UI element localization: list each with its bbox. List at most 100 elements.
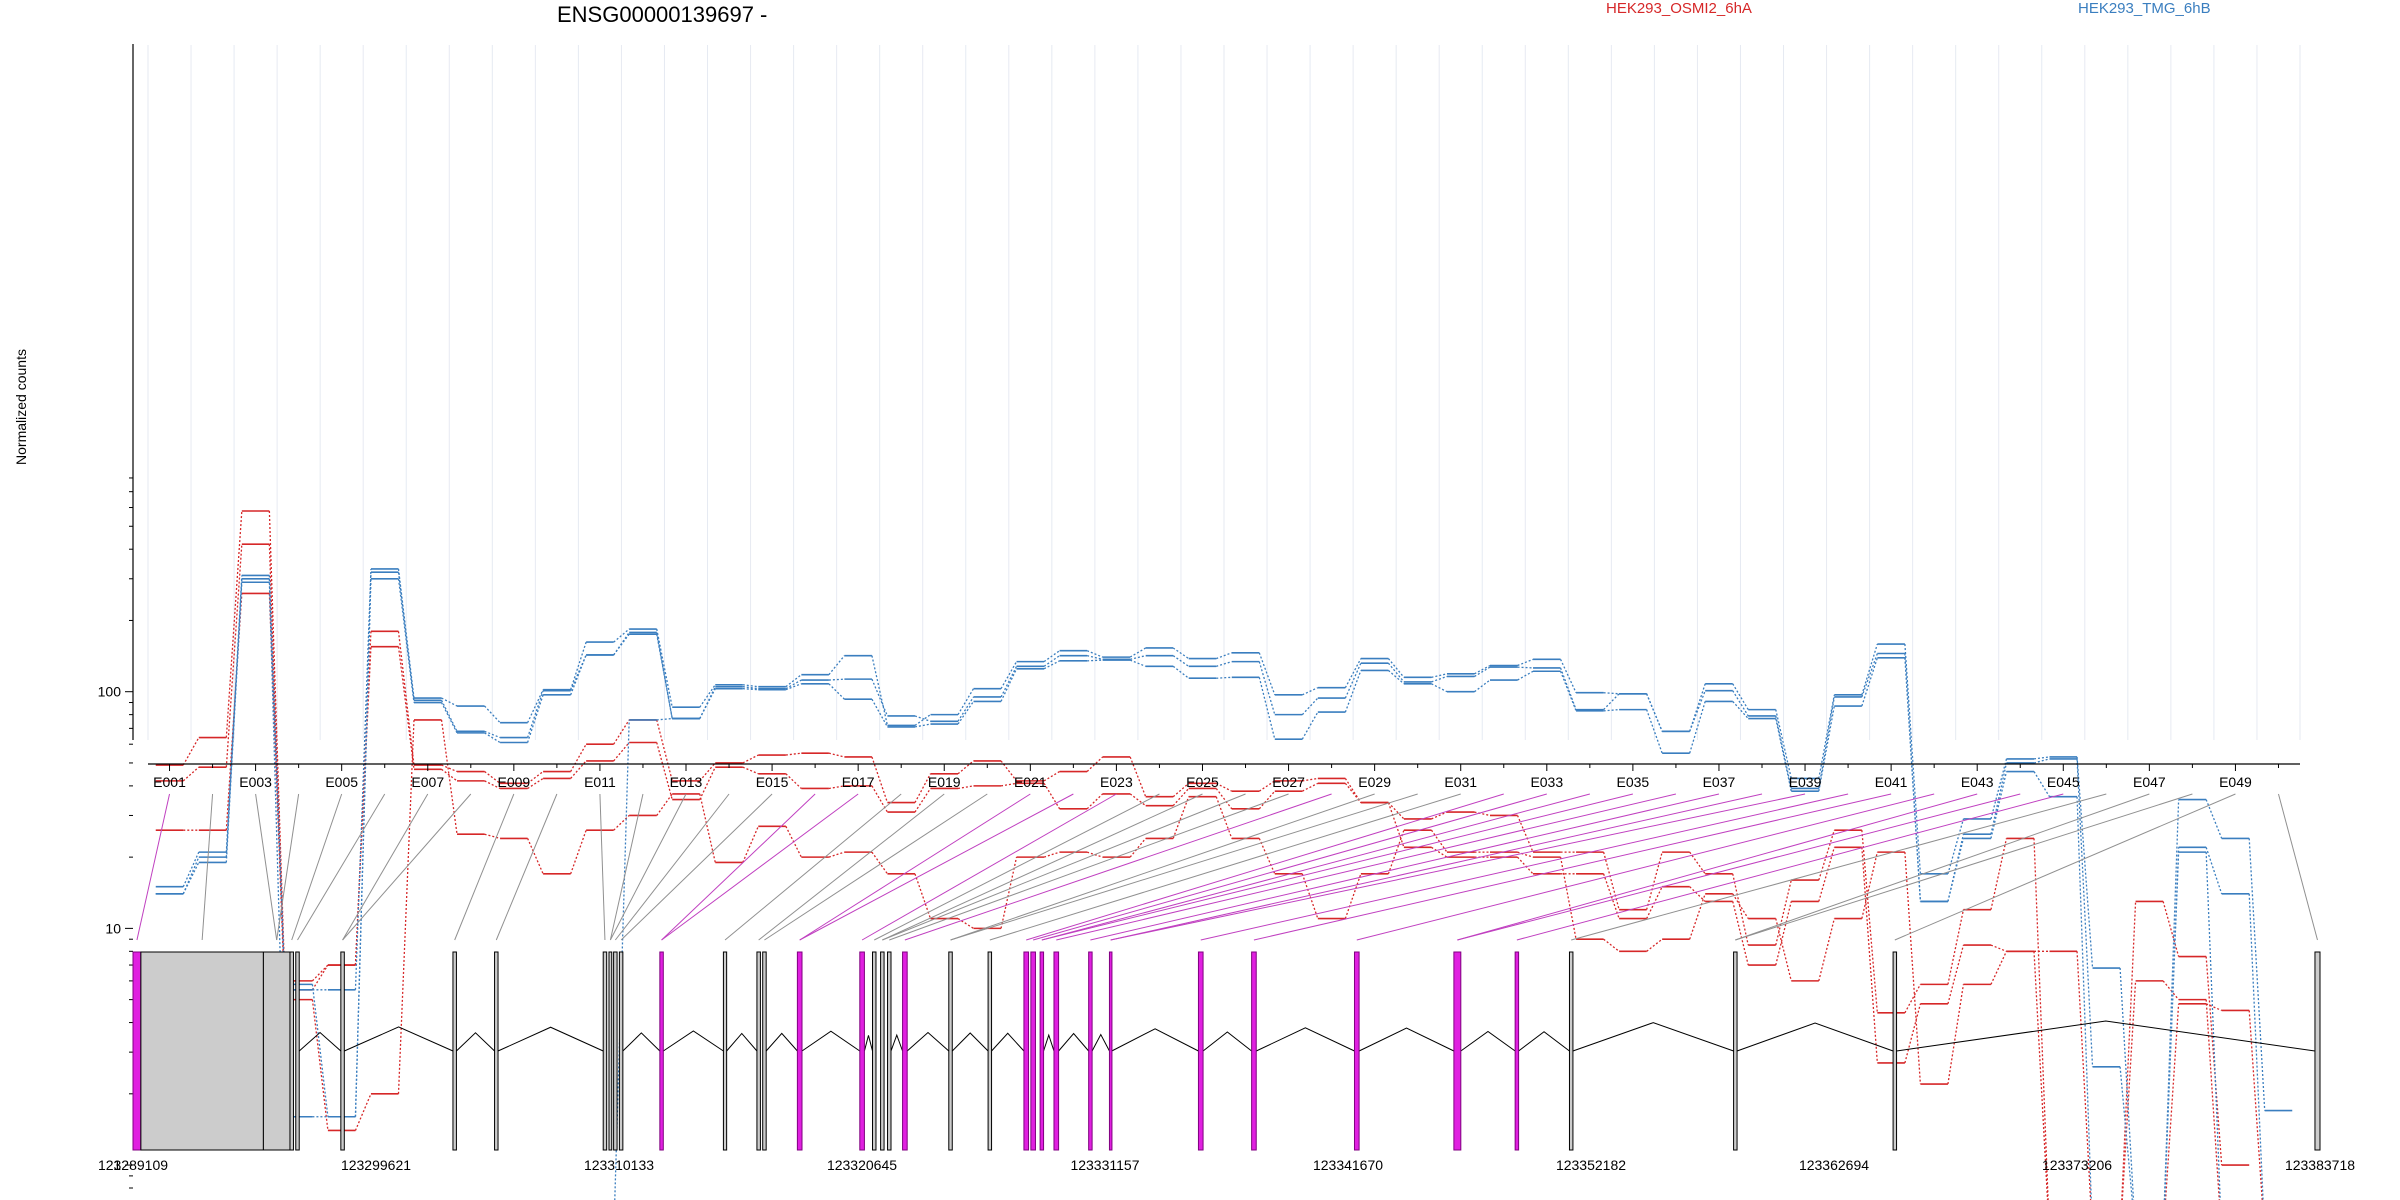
step-connector [785, 683, 802, 691]
step-connector [1087, 659, 1103, 662]
step-connector [785, 679, 802, 690]
exon-box-highlight [1197, 951, 1204, 1151]
x-tick-label: E001 [153, 774, 186, 790]
exon-connector [1516, 793, 2064, 941]
step-connector [2033, 771, 2051, 798]
step-connector [1474, 811, 1491, 817]
step-connector [1129, 659, 1146, 667]
x-tick-label: E025 [1186, 774, 1219, 790]
step-connector [440, 699, 458, 732]
exon-connector [1041, 793, 1633, 941]
exon-box [1568, 951, 1574, 1151]
exon-box [494, 951, 499, 1151]
exon-box [948, 951, 953, 1151]
exon-connector [342, 793, 472, 941]
step-connector [1689, 701, 1706, 754]
step-connector [613, 719, 630, 745]
x-tick-label: E047 [2133, 774, 2166, 790]
x-tick-label: E027 [1272, 774, 1305, 790]
step-connector [354, 1093, 372, 1131]
x-tick-label: E017 [842, 774, 875, 790]
step-connector [1517, 658, 1534, 667]
gene-model [132, 951, 2321, 1151]
exon-box [140, 951, 264, 1151]
exon-connector [989, 793, 1461, 941]
step-connector [1431, 673, 1448, 678]
step-connector [2033, 756, 2050, 760]
step-connector [484, 780, 501, 790]
genomic-tick-label: 123341670 [1313, 1157, 1383, 1173]
x-tick-label: E045 [2047, 774, 2080, 790]
step-connector [1344, 670, 1362, 713]
intron-line [863, 1035, 873, 1052]
genomic-tick-label: 123310133 [584, 1157, 654, 1173]
step-connector [484, 732, 501, 744]
exon-connector [255, 793, 278, 941]
exon-connector [1457, 793, 1978, 941]
genomic-tick-label: 123373206 [2042, 1157, 2112, 1173]
step-connector [957, 688, 975, 715]
x-tick-label: E007 [411, 774, 444, 790]
step-connector [1904, 852, 1922, 1085]
x-tick-label: E015 [756, 774, 789, 790]
step-connector [1818, 918, 1835, 982]
exon-box-highlight [132, 951, 142, 1151]
genomic-tick-label: 123352182 [1556, 1157, 1626, 1173]
step-connector [1043, 770, 1060, 782]
step-connector [1689, 886, 1706, 902]
step-connector [2076, 796, 2092, 1200]
intron-line [1256, 1027, 1355, 1052]
step-connector [526, 694, 544, 743]
step-connector [699, 684, 716, 708]
step-connector [2164, 1003, 2180, 1200]
exon-box [340, 951, 345, 1151]
exon-connector [1041, 793, 1590, 941]
step-connector [311, 964, 329, 991]
exon-connector [342, 793, 429, 941]
legend-osmi2: HEK293_OSMI2_6hA [1606, 0, 1752, 17]
step-connector [1904, 657, 1922, 902]
step-connector [441, 764, 458, 773]
step-connector [484, 771, 501, 784]
intron-line [1058, 1032, 1090, 1052]
intron-line [765, 1032, 798, 1052]
exon-box [756, 951, 761, 1151]
step-connector [1172, 647, 1190, 660]
step-connector [527, 838, 544, 875]
step-connector [914, 723, 931, 728]
step-connector [1947, 818, 1965, 875]
step-connector [2076, 756, 2094, 969]
step-connector [527, 777, 544, 790]
step-connector [1172, 655, 1190, 667]
step-connector [570, 654, 587, 696]
step-connector [1559, 857, 1577, 940]
step-connector [354, 578, 372, 1117]
intron-line [906, 1031, 950, 1052]
exon-connector [799, 793, 1074, 941]
step-connector [613, 628, 630, 643]
step-connector [613, 633, 630, 656]
exon-box [722, 951, 728, 1151]
step-connector [1344, 658, 1362, 688]
step-connector [397, 578, 415, 703]
step-connector [1258, 661, 1276, 715]
exon-connector [1033, 793, 1547, 941]
step-connector [1130, 655, 1146, 660]
step-connector [1172, 796, 1190, 839]
exon-connector [1253, 793, 1892, 941]
step-connector [2033, 758, 2050, 764]
step-connector [1430, 829, 1448, 853]
step-connector [1947, 984, 1965, 1085]
step-connector [527, 771, 544, 784]
step-connector [1387, 658, 1405, 678]
step-connector [2162, 980, 2180, 1001]
step-connector [1172, 782, 1190, 798]
step-connector [1775, 901, 1792, 966]
exon-connector [276, 793, 300, 941]
exon-box-highlight [1353, 951, 1360, 1151]
step-connector [828, 678, 845, 681]
exon-box-highlight [659, 951, 664, 1151]
step-connector [1732, 690, 1749, 717]
exon-box [602, 951, 608, 1151]
